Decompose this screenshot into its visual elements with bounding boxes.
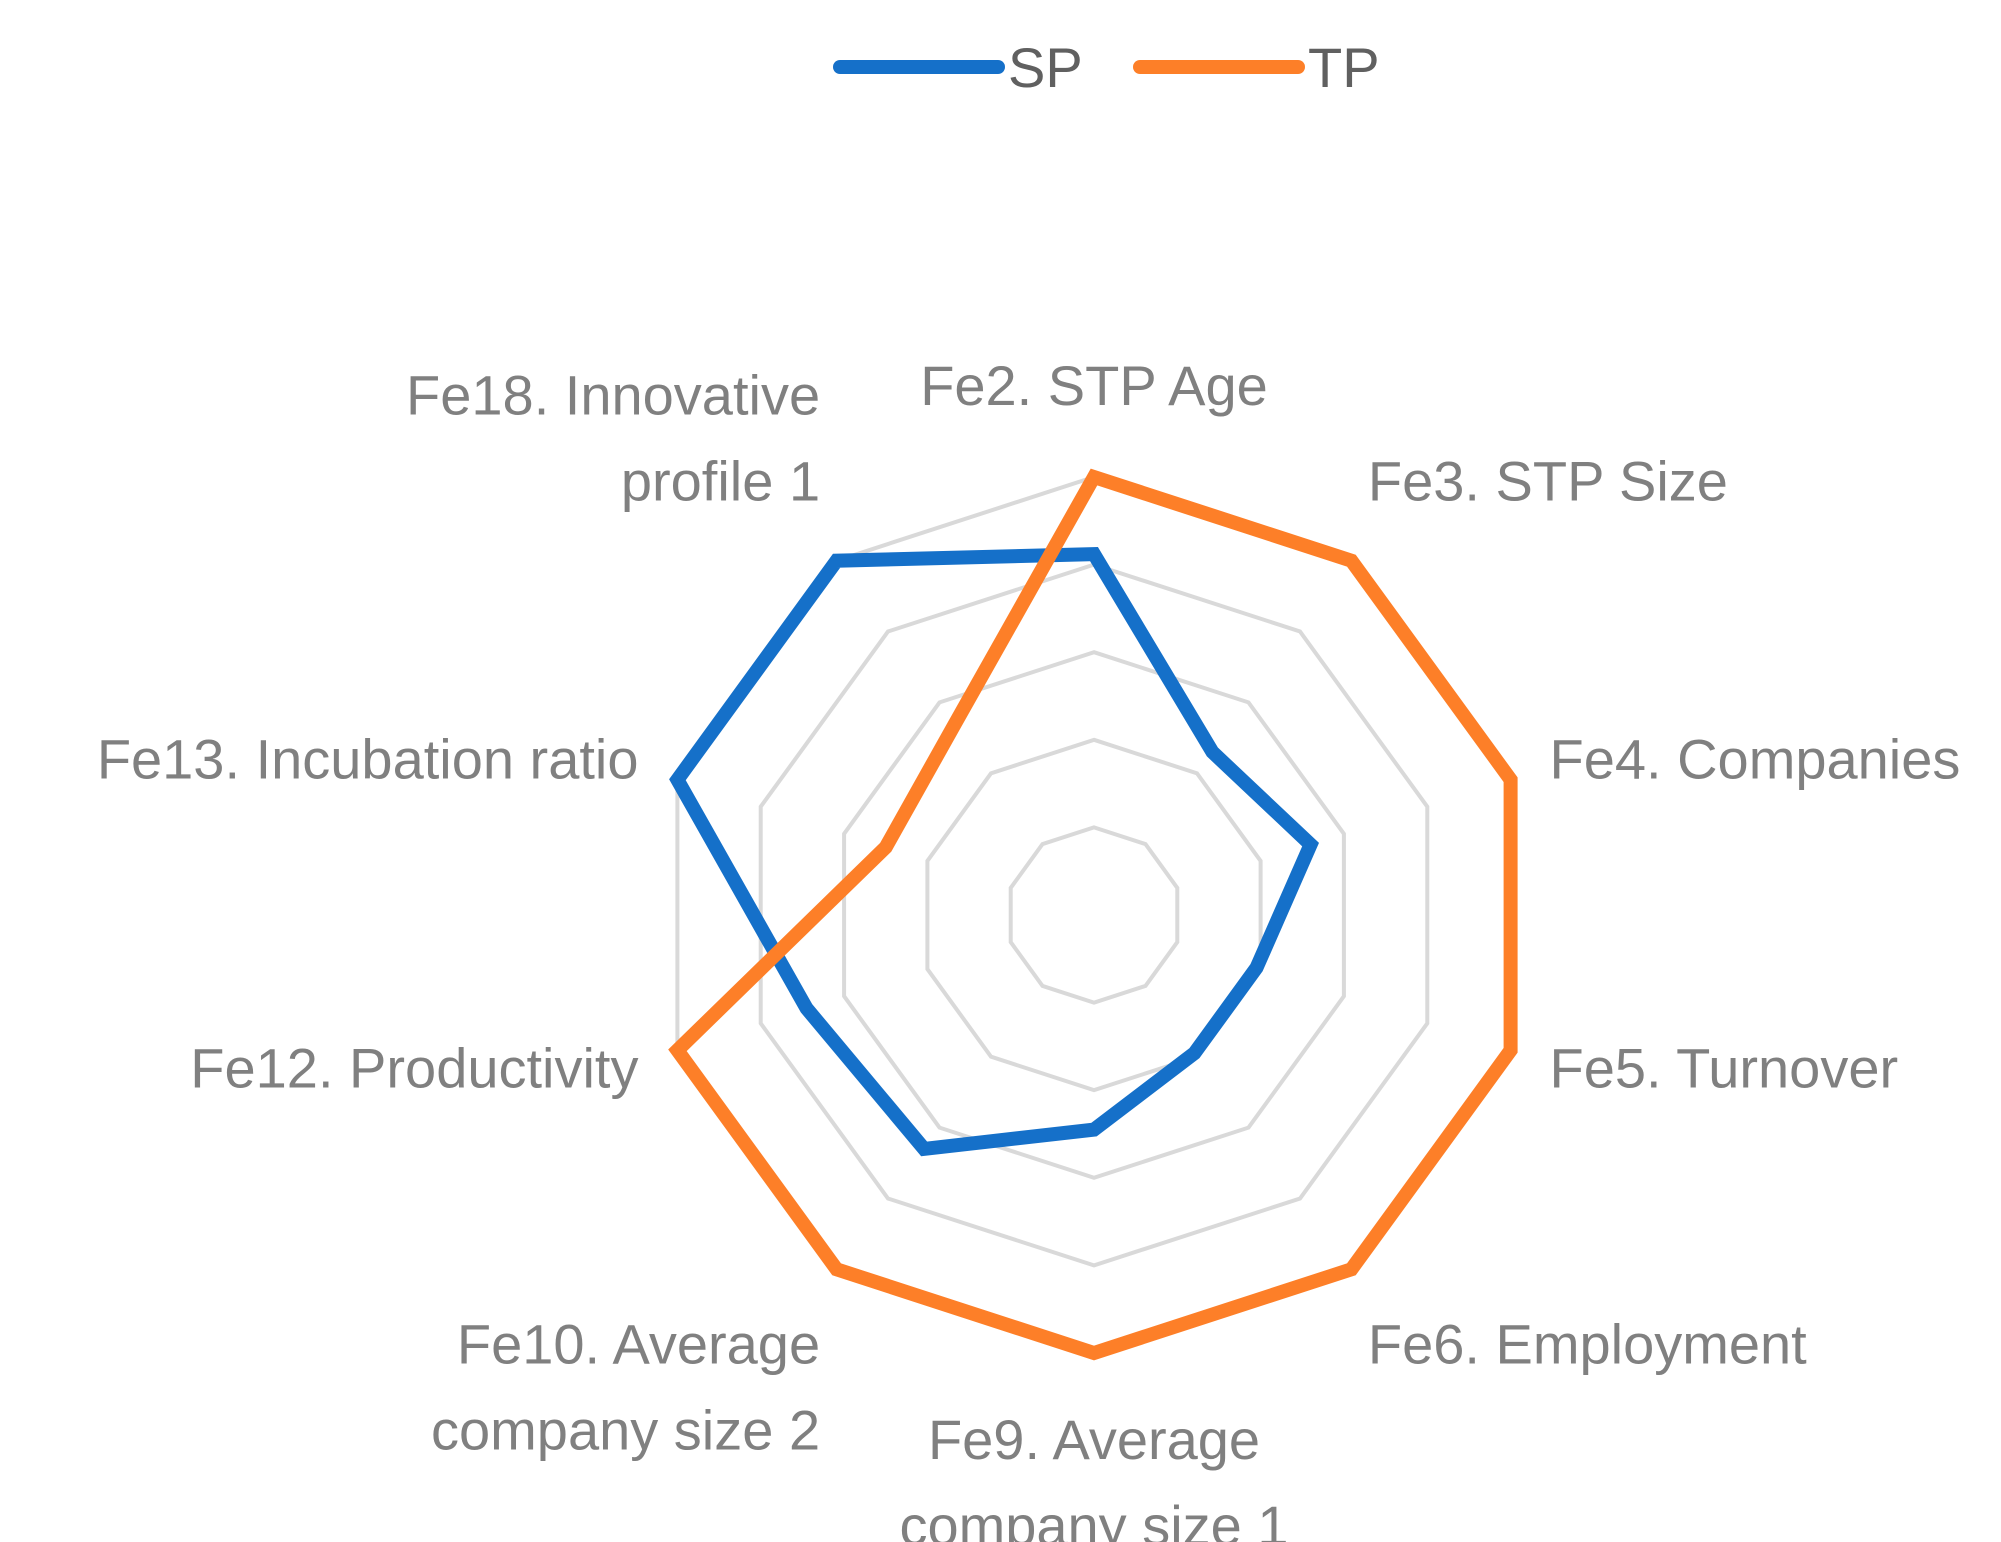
axis-label-4: Fe6. Employment xyxy=(1368,1313,1807,1376)
axis-label-line: Fe6. Employment xyxy=(1368,1313,1807,1376)
grid-ring-1 xyxy=(1008,825,1180,1005)
axis-label-3: Fe5. Turnover xyxy=(1550,1037,1899,1100)
legend: SP TP xyxy=(833,36,1380,99)
axis-label-line: company size 2 xyxy=(431,1399,820,1462)
legend-label-tp: TP xyxy=(1308,36,1380,99)
grid-ring-2 xyxy=(925,737,1263,1093)
axis-label-8: Fe13. Incubation ratio xyxy=(97,728,639,791)
series-tp-line xyxy=(668,468,1518,1361)
axis-label-line: company size 1 xyxy=(899,1494,1288,1542)
axis-label-0: Fe2. STP Age xyxy=(920,354,1268,417)
legend-label-sp: SP xyxy=(1008,36,1083,99)
axis-label-line: Fe10. Average xyxy=(457,1313,820,1376)
axis-label-line: Fe5. Turnover xyxy=(1550,1037,1899,1100)
axis-label-line: Fe13. Incubation ratio xyxy=(97,728,639,791)
axis-label-7: Fe12. Productivity xyxy=(190,1037,638,1100)
axis-label-1: Fe3. STP Size xyxy=(1368,450,1728,513)
axis-label-2: Fe4. Companies xyxy=(1550,728,1961,791)
axis-label-5: Fe9. Average company size 1 xyxy=(899,1408,1288,1542)
axis-label-line: Fe3. STP Size xyxy=(1368,450,1728,513)
series-sp-line xyxy=(669,546,1319,1157)
axis-label-line: Fe18. Innovative xyxy=(406,364,820,427)
axis-label-line: Fe12. Productivity xyxy=(190,1037,638,1100)
radar-series xyxy=(668,468,1518,1361)
axis-label-line: Fe9. Average xyxy=(928,1408,1260,1471)
axis-labels: Fe2. STP Age Fe3. STP Size Fe4. Companies F… xyxy=(97,354,1961,1542)
grid-ring-4 xyxy=(758,562,1430,1268)
axis-label-line: Fe4. Companies xyxy=(1550,728,1961,791)
axis-label-line: profile 1 xyxy=(621,450,820,513)
axis-label-9: Fe18. Innovative profile 1 xyxy=(406,364,820,513)
grid-ring-3 xyxy=(842,650,1346,1180)
axis-label-6: Fe10. Average company size 2 xyxy=(431,1313,820,1462)
axis-label-line: Fe2. STP Age xyxy=(920,354,1268,417)
